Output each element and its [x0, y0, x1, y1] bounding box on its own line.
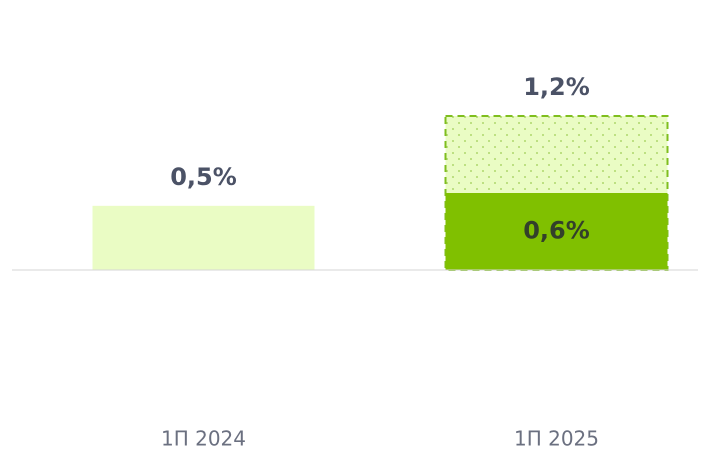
value-label: 0,6%: [523, 217, 590, 245]
plot-area: [92, 115, 669, 271]
x-tick-label: 1П 2024: [161, 427, 246, 451]
bar: [92, 205, 315, 270]
bar: [445, 193, 668, 270]
x-tick-label: 1П 2025: [514, 427, 599, 451]
value-label: 1,2%: [523, 73, 590, 101]
value-label: 0,5%: [170, 163, 237, 191]
